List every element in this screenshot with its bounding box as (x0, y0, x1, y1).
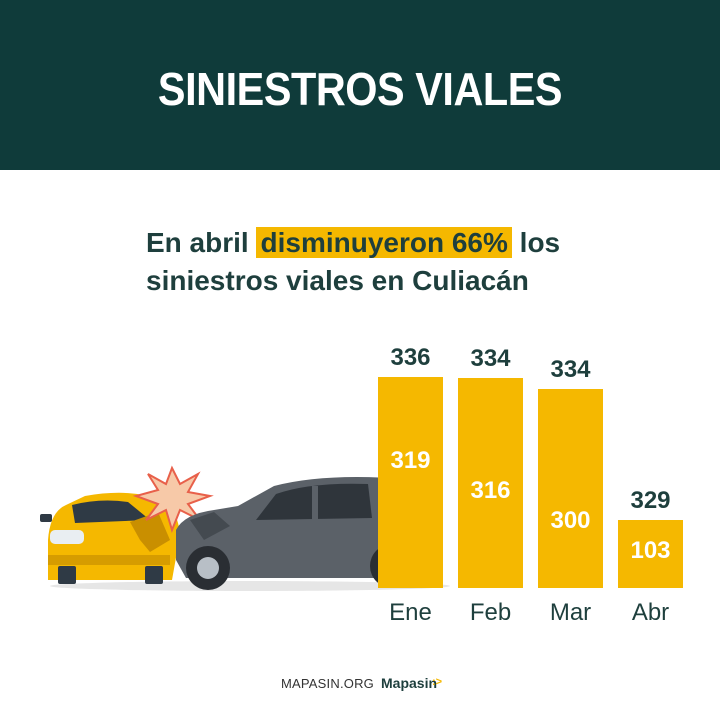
impact-burst-icon (132, 465, 214, 534)
subtitle-after: los (519, 227, 561, 258)
bar-abr (618, 520, 683, 588)
chart-subtitle: En abril disminuyeron 66% los siniestros… (146, 224, 666, 300)
value-label-mar: 300 (550, 507, 590, 534)
category-label-ene: Ene (389, 599, 432, 626)
total-label-abr: 329 (630, 487, 670, 514)
subtitle-before: En abril (146, 227, 249, 258)
category-label-mar: Mar (550, 599, 591, 626)
total-label-feb: 334 (470, 345, 511, 372)
footer: MAPASIN.ORG Mapasin :> (0, 675, 720, 698)
value-label-abr: 103 (630, 537, 670, 564)
brand-mark-icon: :> (432, 676, 443, 688)
site-url[interactable]: MAPASIN.ORG (281, 676, 374, 691)
page-title: SINIESTROS VIALES (157, 63, 563, 115)
bar-group: 336 319 Ene 334 316 Feb 334 300 Mar 329 103 Abr (378, 344, 683, 626)
bar-feb (458, 378, 523, 588)
subtitle-highlight: disminuyeron 66% (256, 227, 512, 258)
header-banner: SINIESTROS VIALES (0, 0, 720, 170)
yellow-car-icon (40, 492, 180, 584)
value-label-feb: 316 (470, 477, 510, 504)
bar-mar (538, 389, 603, 588)
subtitle-line2: siniestros viales en Culiacán (146, 265, 529, 296)
value-label-ene: 319 (390, 447, 430, 474)
brand-logo: Mapasin (381, 675, 438, 691)
total-label-mar: 334 (550, 356, 591, 383)
category-label-abr: Abr (632, 599, 669, 626)
category-label-feb: Feb (470, 599, 511, 626)
bar-ene (378, 377, 443, 588)
total-label-ene: 336 (390, 344, 430, 371)
